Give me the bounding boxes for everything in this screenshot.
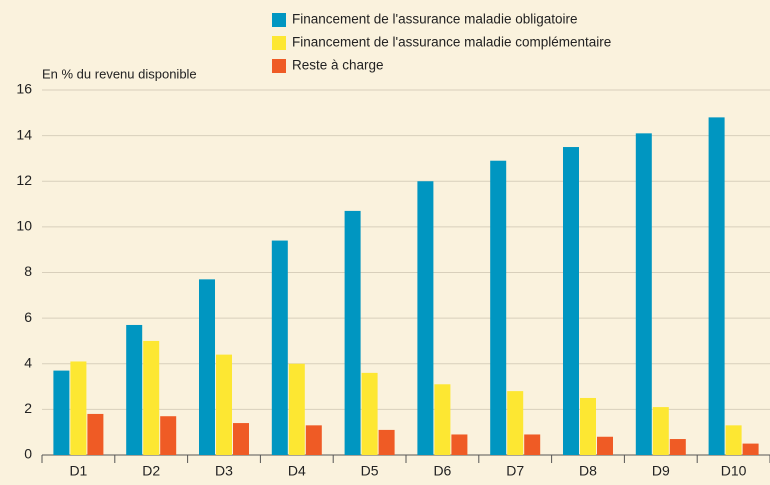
bar [305,425,322,455]
y-axis-label: En % du revenu disponible [42,66,197,81]
bar [708,117,725,455]
y-tick-label: 14 [16,126,32,142]
legend-swatch [272,36,286,50]
bar [87,413,104,455]
bar [580,397,596,455]
bar [563,147,579,455]
bar [524,434,541,455]
bar [288,363,305,455]
bar [160,416,177,455]
bar [742,443,759,455]
legend-label: Financement de l'assurance maladie oblig… [292,12,578,27]
bar [434,384,451,455]
y-tick-label: 4 [24,354,32,370]
x-tick-label: D3 [215,463,233,479]
bar [507,391,524,455]
y-tick-label: 16 [16,81,32,97]
y-tick-label: 8 [24,263,32,279]
bar [417,181,434,455]
bar [233,423,249,455]
bar [490,160,507,455]
bar [597,436,613,455]
bar [652,407,669,455]
x-tick-label: D10 [721,463,747,479]
bar [271,240,288,455]
bar [635,133,652,455]
x-tick-label: D7 [506,463,524,479]
bar [199,279,215,455]
bar [361,372,378,455]
x-tick-label: D8 [579,463,597,479]
legend-swatch [272,13,286,27]
bar [126,324,143,455]
y-tick-label: 2 [24,400,32,416]
x-tick-label: D4 [288,463,306,479]
y-tick-label: 0 [24,446,32,462]
bar [451,434,468,455]
bar [143,340,160,455]
bar [669,439,686,455]
x-tick-label: D9 [652,463,670,479]
bar [70,361,87,455]
bar [725,425,742,455]
legend-label: Financement de l'assurance maladie compl… [292,35,611,50]
legend-label: Reste à charge [292,58,384,73]
bar [216,354,232,455]
x-tick-label: D6 [433,463,451,479]
bar [344,210,361,455]
y-tick-label: 10 [16,218,32,234]
x-tick-label: D5 [361,463,379,479]
y-tick-label: 12 [16,172,32,188]
y-tick-label: 6 [24,309,32,325]
bar [53,370,70,455]
x-tick-label: D1 [69,463,87,479]
legend-swatch [272,59,286,73]
x-tick-label: D2 [142,463,160,479]
bar [378,429,395,455]
